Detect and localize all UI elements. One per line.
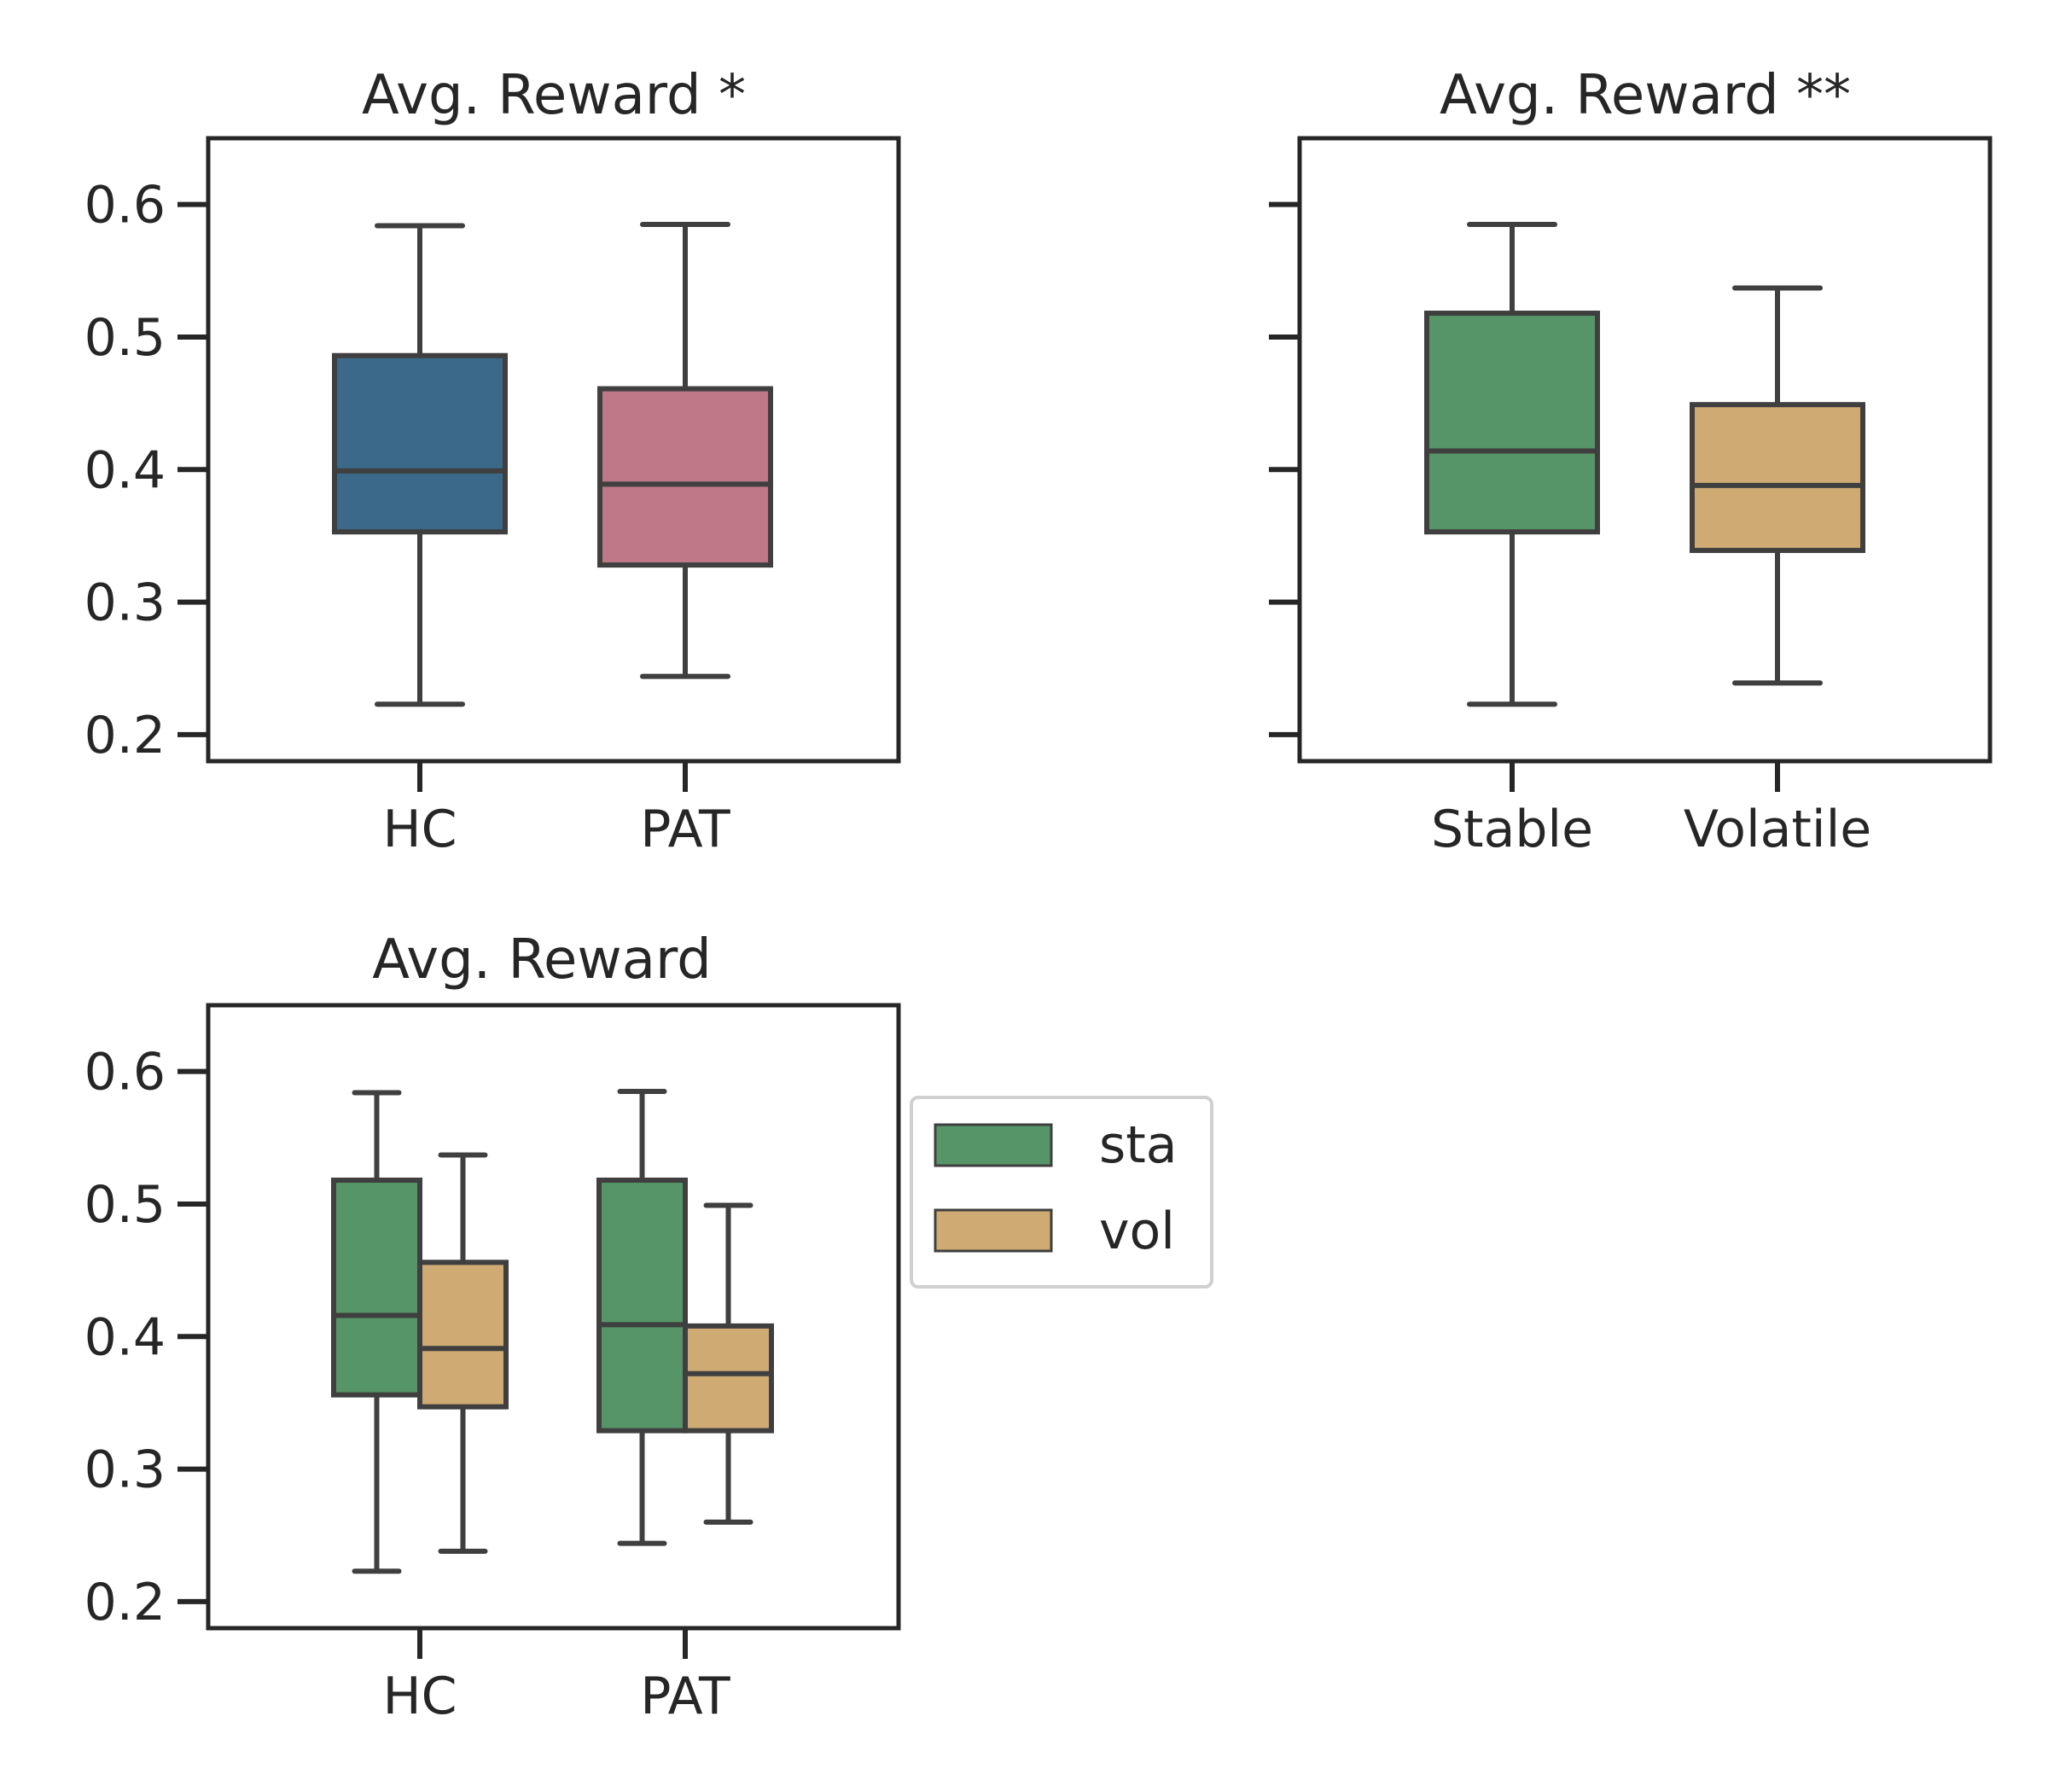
- x-tick-label: HC: [382, 800, 457, 859]
- x-tick-label: Stable: [1431, 800, 1593, 859]
- y-tick-label: 0.3: [84, 1440, 166, 1500]
- y-tick-label: 0.6: [84, 1043, 166, 1103]
- legend: sta vol: [910, 1096, 1213, 1289]
- y-tick-label: 0.2: [84, 1573, 166, 1632]
- panel-2-title: Avg. Reward **: [1440, 64, 1851, 127]
- box-iqr: [1424, 311, 1600, 535]
- x-tick-label: Volatile: [1684, 800, 1871, 859]
- y-tick-label: 0.3: [84, 573, 166, 633]
- legend-label-sta: sta: [1099, 1115, 1178, 1175]
- y-tick-label: 0.4: [84, 440, 166, 500]
- y-tick-label: 0.6: [84, 176, 166, 236]
- box-vol-PAT: [683, 1202, 774, 1525]
- x-tick-label: PAT: [640, 1667, 730, 1726]
- box-iqr: [1690, 402, 1865, 554]
- box-PAT-PAT: [597, 221, 773, 679]
- box-iqr: [417, 1260, 509, 1410]
- panel-1-title: Avg. Reward *: [362, 64, 746, 127]
- legend-swatch-sta: [934, 1123, 1053, 1167]
- panel-hc-vs-pat: Avg. Reward * 0.2 0.3 0.4 0.5 0.6 HC PAT: [84, 64, 901, 859]
- panel-3-title: Avg. Reward: [372, 928, 712, 992]
- panel-2-plot: Stable Volatile: [1269, 136, 1993, 859]
- box-sta-PAT: [596, 1088, 688, 1546]
- axes-frame: [1297, 136, 1993, 764]
- box-vol-HC: [417, 1152, 509, 1554]
- panel-stable-vs-volatile: Avg. Reward ** Stable Volatile: [1269, 64, 1993, 859]
- box-Volatile-Volatile: [1690, 285, 1865, 686]
- y-tick-label: 0.5: [84, 1175, 166, 1235]
- y-tick-label: 0.2: [84, 706, 166, 765]
- y-tick-label: 0.5: [84, 308, 166, 368]
- x-tick-label: HC: [382, 1667, 457, 1726]
- box-Stable-Stable: [1424, 221, 1600, 707]
- axes-frame: [206, 1003, 901, 1631]
- legend-label-vol: vol: [1099, 1201, 1175, 1261]
- axes-frame: [206, 136, 901, 764]
- box-iqr: [683, 1323, 774, 1434]
- x-tick-label: PAT: [640, 800, 730, 859]
- box-HC-HC: [332, 223, 508, 707]
- box-iqr: [597, 386, 773, 568]
- box-iqr: [332, 352, 508, 535]
- panel-3-plot: 0.2 0.3 0.4 0.5 0.6 HC PAT: [84, 1003, 901, 1726]
- panel-1-plot: 0.2 0.3 0.4 0.5 0.6 HC PAT: [84, 136, 901, 859]
- legend-swatch-vol: [934, 1208, 1053, 1253]
- box-iqr: [596, 1178, 688, 1434]
- y-tick-label: 0.4: [84, 1307, 166, 1367]
- panel-group-by-condition: Avg. Reward 0.2 0.3 0.4 0.5 0.6 HC PAT: [84, 928, 901, 1726]
- box-iqr: [331, 1178, 422, 1398]
- box-sta-HC: [331, 1090, 422, 1574]
